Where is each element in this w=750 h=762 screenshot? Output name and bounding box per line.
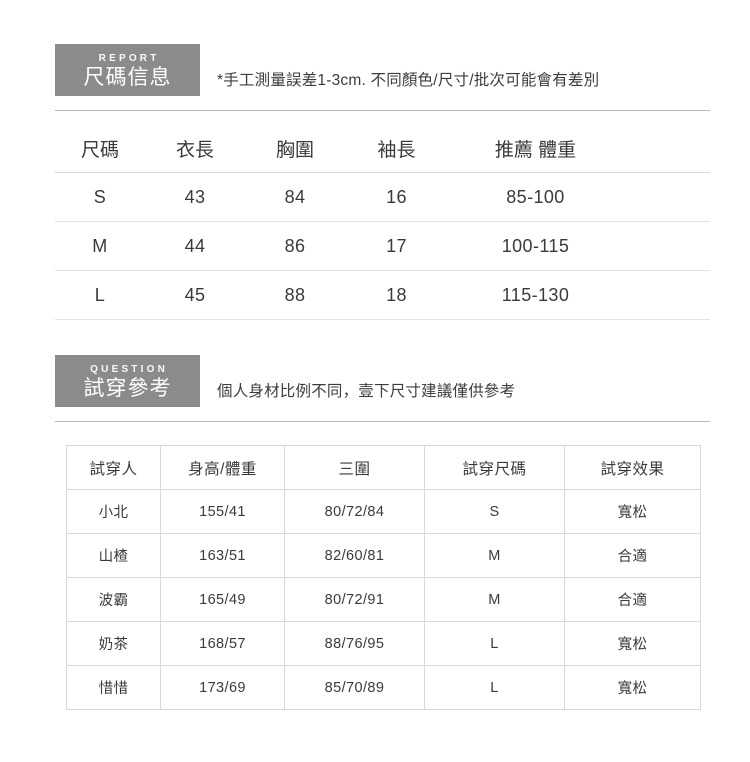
size-cell-spacer [623,270,710,320]
size-cell-length: 45 [145,270,245,320]
fit-cell-size-worn: L [424,665,565,710]
fit-cell-height-weight: 168/57 [160,621,285,666]
fit-cell-measurements: 80/72/84 [284,489,425,534]
size-table-header-row: 尺碼 衣長 胸圍 袖長 推薦 體重 [55,125,710,173]
fit-table-col-height-weight: 身高/體重 [160,445,285,490]
size-table-col-sleeve: 袖長 [345,125,448,173]
table-row: 波霸 165/49 80/72/91 M 合適 [66,577,701,622]
size-cell-bust: 88 [245,270,345,320]
size-cell-sleeve: 16 [345,172,448,222]
fit-cell-model: 小北 [66,489,161,534]
badge-title-size-info: 尺碼信息 [83,65,172,89]
table-row: 山楂 163/51 82/60/81 M 合適 [66,533,701,578]
size-table-col-spacer [623,125,710,173]
fit-table-col-measurements: 三圍 [284,445,425,490]
fit-table-col-size-worn: 試穿尺碼 [424,445,565,490]
table-row: 惜惜 173/69 85/70/89 L 寬松 [66,665,701,710]
size-cell-weight: 115-130 [448,270,623,320]
fit-reference-note: 個人身材比例不同，壹下尺寸建議僅供參考 [217,383,516,400]
fit-cell-height-weight: 163/51 [160,533,285,578]
fit-cell-height-weight: 155/41 [160,489,285,534]
fit-cell-measurements: 82/60/81 [284,533,425,578]
fit-table-header-row: 試穿人 身高/體重 三圍 試穿尺碼 試穿效果 [66,445,701,490]
badge-eyebrow-question: QUESTION [90,363,168,375]
size-table-col-size: 尺碼 [55,125,145,173]
fit-cell-height-weight: 173/69 [160,665,285,710]
fit-cell-model: 惜惜 [66,665,161,710]
size-table-col-weight: 推薦 體重 [448,125,623,173]
size-cell-sleeve: 17 [345,221,448,271]
badge-title-fit-reference: 試穿參考 [83,376,172,400]
size-table: 尺碼 衣長 胸圍 袖長 推薦 體重 S 43 84 16 85-100 M 44… [55,125,710,320]
fit-cell-fit-effect: 寬松 [564,665,701,710]
fit-cell-measurements: 85/70/89 [284,665,425,710]
fit-reference-table: 試穿人 身高/體重 三圍 試穿尺碼 試穿效果 小北 155/41 80/72/8… [66,445,701,710]
size-cell-size: L [55,270,145,320]
fit-cell-height-weight: 165/49 [160,577,285,622]
fit-cell-fit-effect: 合適 [564,533,701,578]
fit-cell-measurements: 80/72/91 [284,577,425,622]
measurement-note: *手工測量誤差1-3cm. 不同顏色/尺寸/批次可能會有差別 [217,72,600,89]
section-badge-fit-reference: QUESTION 試穿參考 [55,355,200,407]
fit-cell-fit-effect: 寬松 [564,489,701,534]
section-header-fit-reference: QUESTION 試穿參考 個人身材比例不同，壹下尺寸建議僅供參考 [55,355,710,407]
size-table-col-length: 衣長 [145,125,245,173]
size-cell-weight: 85-100 [448,172,623,222]
size-cell-size: S [55,172,145,222]
size-cell-weight: 100-115 [448,221,623,271]
fit-cell-model: 波霸 [66,577,161,622]
section-badge-size-info: REPORT 尺碼信息 [55,44,200,96]
section-divider-1 [55,110,710,111]
fit-cell-model: 奶茶 [66,621,161,666]
fit-cell-size-worn: S [424,489,565,534]
fit-table-col-fit-effect: 試穿效果 [564,445,701,490]
fit-cell-model: 山楂 [66,533,161,578]
table-row: L 45 88 18 115-130 [55,270,710,320]
size-cell-size: M [55,221,145,271]
table-row: M 44 86 17 100-115 [55,221,710,271]
fit-cell-fit-effect: 寬松 [564,621,701,666]
size-cell-spacer [623,221,710,271]
size-cell-bust: 86 [245,221,345,271]
size-cell-length: 44 [145,221,245,271]
fit-cell-fit-effect: 合適 [564,577,701,622]
size-table-col-bust: 胸圍 [245,125,345,173]
size-cell-length: 43 [145,172,245,222]
size-cell-spacer [623,172,710,222]
badge-eyebrow-report: REPORT [98,52,160,64]
section-divider-2 [55,421,710,422]
fit-cell-measurements: 88/76/95 [284,621,425,666]
section-header-size-info: REPORT 尺碼信息 *手工測量誤差1-3cm. 不同顏色/尺寸/批次可能會有… [55,44,710,96]
fit-cell-size-worn: M [424,533,565,578]
table-row: 奶茶 168/57 88/76/95 L 寬松 [66,621,701,666]
fit-cell-size-worn: L [424,621,565,666]
table-row: 小北 155/41 80/72/84 S 寬松 [66,489,701,534]
table-row: S 43 84 16 85-100 [55,172,710,222]
fit-table-col-model: 試穿人 [66,445,161,490]
fit-cell-size-worn: M [424,577,565,622]
size-cell-bust: 84 [245,172,345,222]
size-cell-sleeve: 18 [345,270,448,320]
